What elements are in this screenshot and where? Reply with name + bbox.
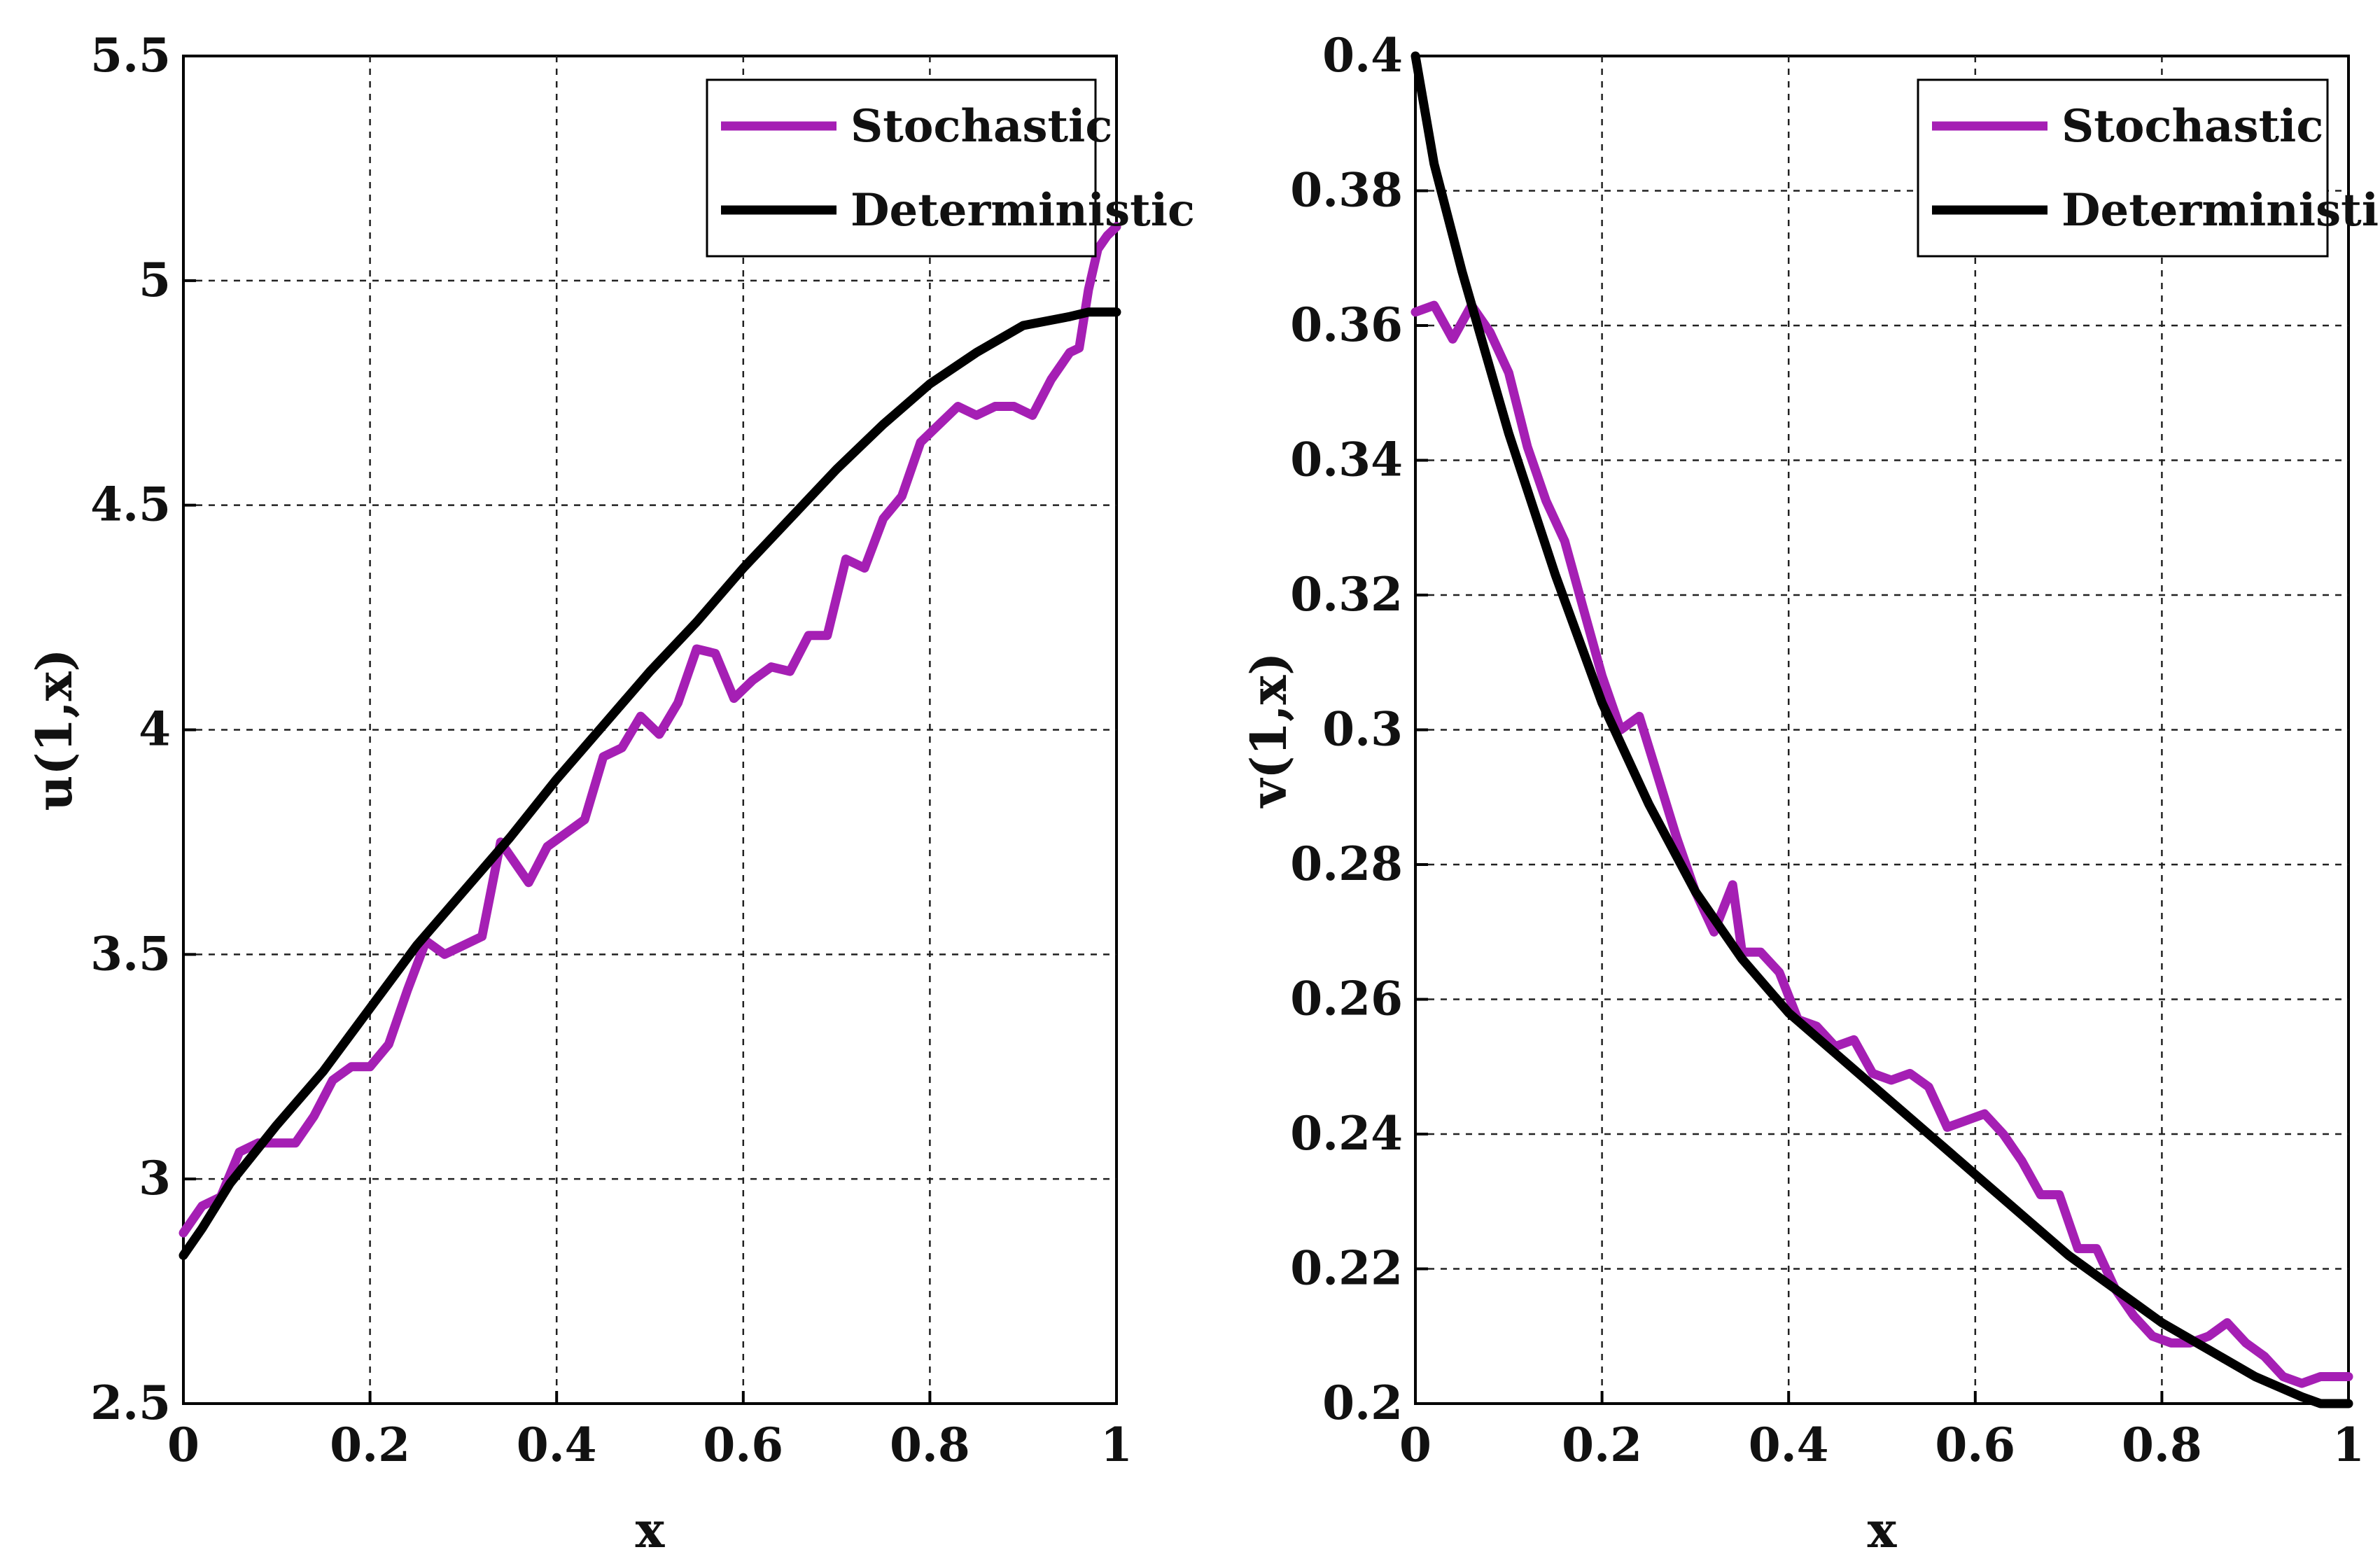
y-tick-label: 5.5 — [90, 28, 171, 83]
y-tick-label: 0.26 — [1290, 972, 1403, 1026]
y-axis-label: u(1,x) — [25, 649, 83, 811]
legend: Stochastic Deterministic — [706, 78, 1195, 258]
legend-box — [706, 78, 1097, 258]
y-tick-label: 0.2 — [1322, 1376, 1403, 1430]
x-tick-label: 0.2 — [1562, 1418, 1642, 1472]
y-tick-label: 0.4 — [1322, 28, 1403, 83]
x-tick-label: 0.4 — [1749, 1418, 1829, 1472]
series-line-stochastic — [178, 222, 1121, 1238]
y-tick-label: 0.38 — [1290, 163, 1403, 218]
v-chart: 0 0.2 0.4 0.6 0.8 10.20.220.240.260.280.30.32… — [1240, 28, 2380, 1559]
x-axis-label: x — [1868, 1501, 1898, 1559]
legend-label-stochastic: Stochastic — [850, 100, 1112, 153]
y-tick-label: 0.28 — [1290, 837, 1403, 891]
u-chart: 0 0.2 0.4 0.6 0.8 1 2.5 3 3.5 4 4.5 5 5.5 x u(1,x) Stoc… — [25, 28, 1195, 1559]
y-tick-label: 0.34 — [1290, 433, 1403, 487]
x-axis-label: x — [636, 1501, 666, 1559]
y-tick-label: 0.22 — [1290, 1241, 1403, 1296]
y-tick-label: 0.24 — [1290, 1106, 1403, 1161]
x-tick-label: 1 — [1100, 1418, 1133, 1472]
x-tick-label: 0.4 — [517, 1418, 597, 1472]
legend-label-deterministic: Deterministic — [850, 184, 1195, 237]
y-tick-label: 0.36 — [1290, 298, 1403, 352]
y-tick-label: 5 — [139, 253, 171, 307]
x-tick-label: 0.6 — [703, 1418, 783, 1472]
y-tick-label: 3.5 — [90, 926, 171, 981]
x-tick-label: 1 — [2332, 1418, 2365, 1472]
series-line-deterministic — [1410, 51, 2353, 1408]
legend-label-stochastic: Stochastic — [2062, 100, 2323, 153]
y-tick-label: 0.32 — [1290, 567, 1403, 622]
legend-box — [1917, 78, 2329, 258]
y-tick-label: 4 — [139, 702, 171, 757]
x-tick-label: 0.6 — [1935, 1418, 2015, 1472]
y-tick-label: 3 — [139, 1151, 171, 1205]
legend-label-deterministic: Deterministic — [2062, 184, 2380, 237]
y-tick-label: 0.3 — [1322, 702, 1403, 757]
y-axis-label: v(1,x) — [1240, 652, 1298, 809]
x-tick-label: 0.8 — [2122, 1418, 2202, 1472]
x-tick-label: 0 — [167, 1418, 200, 1472]
series-line-deterministic — [178, 307, 1121, 1260]
x-tick-label: 0 — [1399, 1418, 1432, 1472]
legend: Stochastic Deterministic — [1917, 78, 2380, 258]
y-tick-label: 2.5 — [90, 1376, 171, 1430]
x-tick-label: 0.2 — [330, 1418, 410, 1472]
x-tick-label: 0.8 — [890, 1418, 970, 1472]
y-tick-label: 4.5 — [90, 477, 171, 532]
